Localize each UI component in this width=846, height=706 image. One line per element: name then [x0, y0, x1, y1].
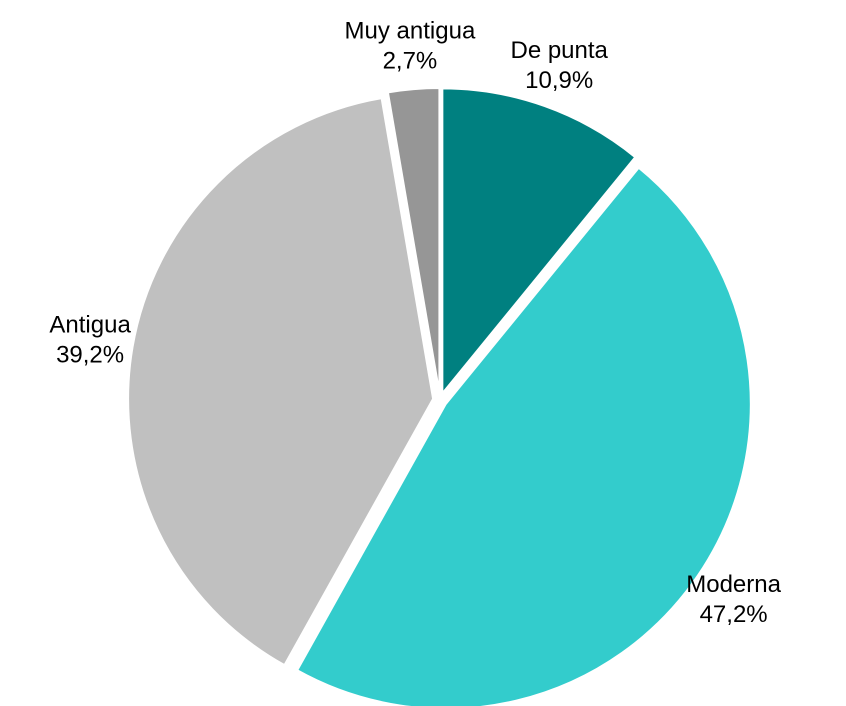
pie-slice	[295, 166, 752, 706]
slice-label: Antigua	[49, 311, 131, 338]
slice-value: 2,7%	[383, 48, 438, 75]
slice-label: Moderna	[686, 571, 781, 598]
slice-label: Muy antigua	[345, 18, 476, 45]
slice-label: De punta	[510, 37, 608, 64]
pie-slice	[441, 87, 637, 397]
slice-value: 47,2%	[700, 601, 768, 628]
slice-value: 10,9%	[525, 67, 593, 94]
pie-slice	[386, 87, 441, 394]
slice-value: 39,2%	[56, 341, 124, 368]
pie-slice	[127, 97, 435, 667]
